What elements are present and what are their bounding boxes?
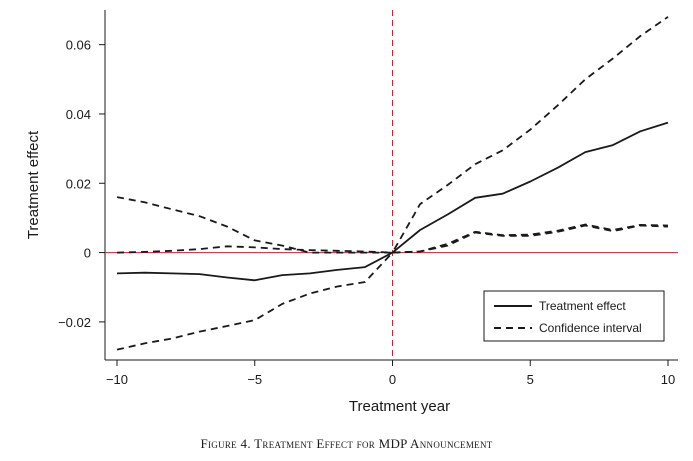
y-tick-label: 0.04 xyxy=(66,107,91,122)
x-tick-label: 5 xyxy=(527,372,534,387)
treatment-effect-line xyxy=(116,121,669,282)
y-tick-label: 0.06 xyxy=(66,38,91,53)
x-axis-label: Treatment year xyxy=(349,398,450,415)
x-tick-label: −10 xyxy=(106,372,128,387)
confidence-interval-lower-line xyxy=(116,223,669,254)
figure-caption: Figure 4. Treatment Effect for MDP Annou… xyxy=(200,436,493,451)
x-tick-label: 10 xyxy=(661,372,675,387)
treatment-effect-chart: −10 −5 0 5 10 −0.02 0 0.02 0.04 0.06 Treatment ye… xyxy=(25,10,678,415)
chart-axes xyxy=(104,10,678,361)
legend-box xyxy=(483,290,665,342)
y-tick-label: 0 xyxy=(84,246,91,261)
y-axis-label: Treatment effect xyxy=(25,130,42,239)
y-tick-label: 0.02 xyxy=(66,176,91,191)
y-tick-label: −0.02 xyxy=(58,315,91,330)
axis-ticks: −10 −5 0 5 10 −0.02 0 0.02 0.04 0.06 xyxy=(58,38,675,387)
legend-label-confidence-interval: Confidence interval xyxy=(539,321,642,335)
legend-label-treatment-effect: Treatment effect xyxy=(539,299,626,313)
x-tick-label: −5 xyxy=(247,372,262,387)
chart-legend: Treatment effect Confidence interval xyxy=(483,290,665,342)
series-layer xyxy=(116,16,669,351)
x-tick-label: 0 xyxy=(389,372,396,387)
